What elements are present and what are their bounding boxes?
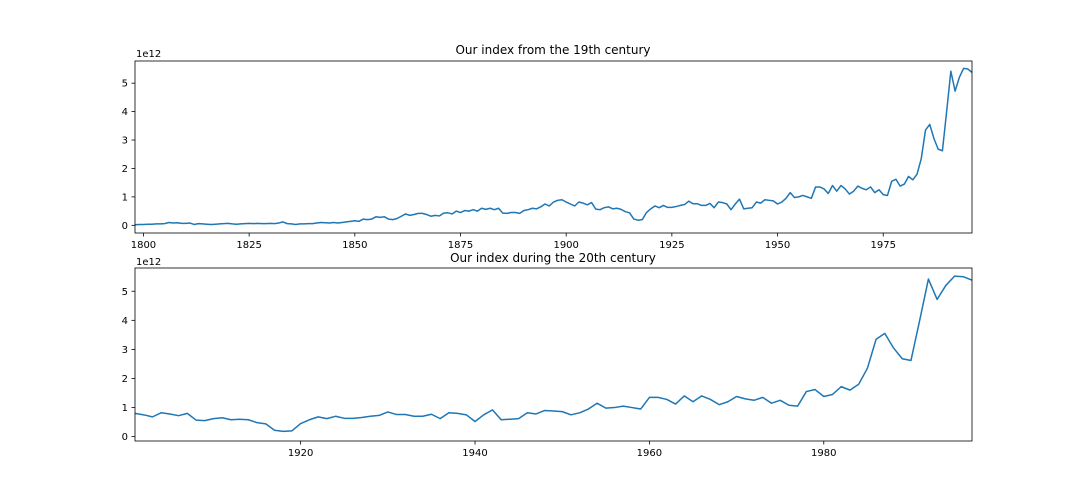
x-tick-label: 1975 (871, 240, 896, 251)
y-tick-label: 2 (122, 164, 128, 175)
plot-frame (134, 267, 973, 442)
y-tick-label: 3 (122, 136, 128, 147)
y-offset-label: 1e12 (136, 257, 161, 268)
y-tick-label: 0 (122, 432, 128, 443)
chart-title: Our index during the 20th century (450, 251, 656, 265)
y-tick-label: 0 (122, 221, 128, 232)
chart-title: Our index from the 19th century (455, 43, 650, 57)
series-line (134, 67, 973, 226)
chart-20th-century: Our index during the 20th century 1e12 1… (122, 251, 973, 459)
x-tick-label: 1980 (811, 448, 836, 459)
y-offset-label: 1e12 (136, 49, 161, 60)
x-axis: 1920 1940 1960 1980 (288, 441, 837, 459)
x-tick-label: 1925 (659, 240, 684, 251)
chart-19th-century: Our index from the 19th century 1e12 180… (122, 43, 973, 251)
x-tick-label: 1800 (131, 240, 156, 251)
y-tick-label: 4 (122, 316, 128, 327)
y-tick-label: 4 (122, 107, 128, 118)
y-axis: 0 1 2 3 4 5 (122, 79, 135, 232)
x-axis: 1800 1825 1850 1875 1900 1925 1950 1975 (131, 233, 896, 251)
x-tick-label: 1900 (553, 240, 578, 251)
y-tick-label: 3 (122, 345, 128, 356)
series-line (134, 275, 973, 433)
x-tick-label: 1850 (342, 240, 367, 251)
x-tick-label: 1950 (765, 240, 790, 251)
x-tick-label: 1940 (462, 448, 487, 459)
x-tick-label: 1960 (637, 448, 662, 459)
x-tick-label: 1920 (288, 448, 313, 459)
plot-frame (134, 60, 973, 234)
y-axis: 0 1 2 3 4 5 (122, 287, 135, 443)
x-tick-label: 1875 (448, 240, 473, 251)
y-tick-label: 1 (122, 192, 128, 203)
y-tick-label: 5 (122, 287, 128, 298)
x-tick-label: 1825 (236, 240, 261, 251)
y-tick-label: 1 (122, 403, 128, 414)
y-tick-label: 5 (122, 79, 128, 90)
y-tick-label: 2 (122, 374, 128, 385)
